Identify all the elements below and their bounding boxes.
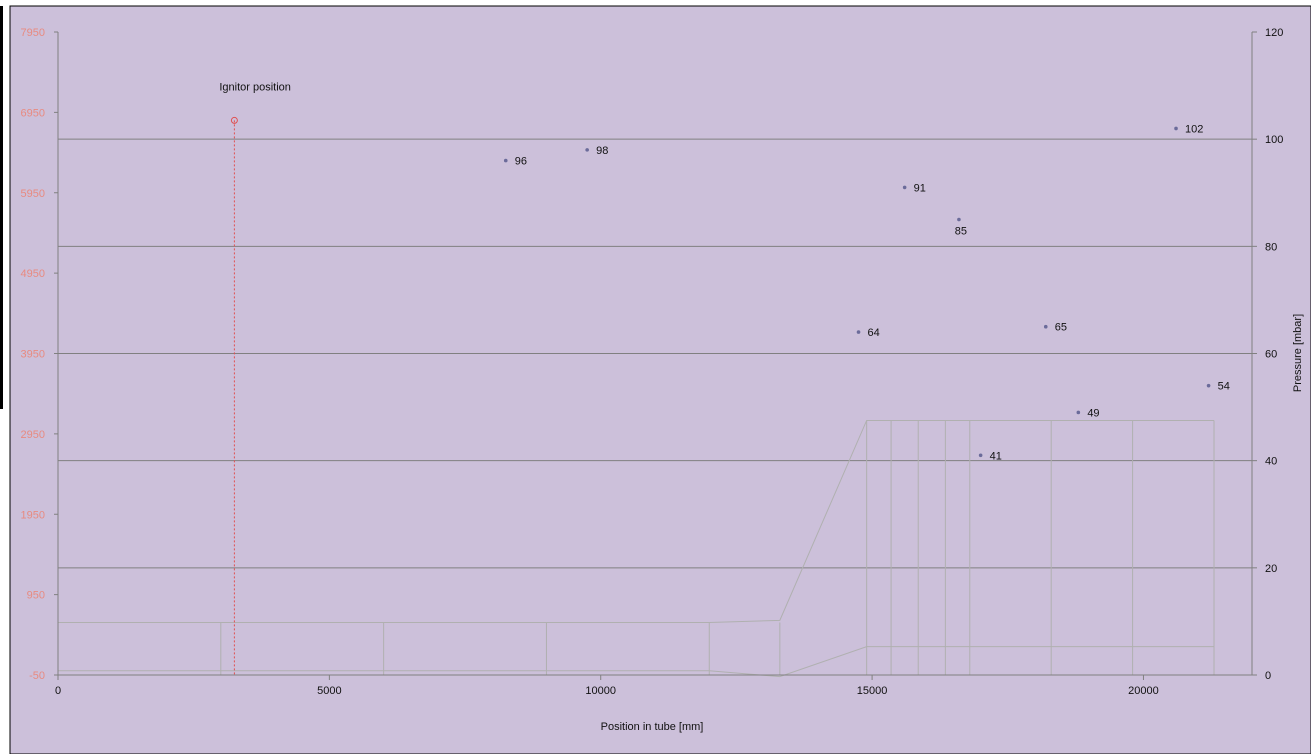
y-left-tick-label: 1950 [21, 509, 45, 521]
grid-lines [58, 138, 1252, 569]
left-edge-bar [0, 6, 3, 409]
data-label: 65 [1055, 322, 1067, 334]
data-label: 102 [1185, 123, 1203, 135]
x-tick-label: 20000 [1128, 685, 1159, 697]
tube-bottom-outline [58, 646, 1215, 678]
x-tick-label: 5000 [317, 685, 341, 697]
y-right-tick-label: 100 [1265, 134, 1283, 146]
data-label: 41 [990, 450, 1002, 462]
y-left-tick-label: 950 [27, 590, 45, 602]
ignitor-label: Ignitor position [219, 81, 291, 93]
y-right-tick-label: 40 [1265, 456, 1277, 468]
y-right-tick-label: 60 [1265, 349, 1277, 361]
y-left-tick-label: 3950 [21, 349, 45, 361]
data-point [957, 217, 961, 222]
x-axis-label: Position in tube [mm] [601, 721, 704, 733]
ignitor-marker: Ignitor position [219, 81, 291, 675]
y-left-tick-label: 5950 [21, 188, 45, 200]
y-right-tick-label: 0 [1265, 670, 1271, 682]
tube-top-outline [58, 419, 1215, 623]
y-axis-label-right: Pressure [mbar] [1292, 314, 1304, 392]
y-left-tick-label: 4950 [21, 268, 45, 280]
data-points: 96 98 64 91 85 41 65 49 102 54 [503, 123, 1230, 462]
data-point [585, 148, 589, 152]
tick-labels: 0 5000 10000 15000 20000 0 20 40 60 80 100 120 -50 95… [21, 27, 1284, 697]
data-label: 85 [955, 226, 967, 238]
y-right-tick-label: 20 [1265, 563, 1277, 575]
data-point [902, 185, 907, 190]
y-left-tick-label: 7950 [21, 27, 45, 39]
data-point [1043, 324, 1048, 329]
data-point [503, 158, 508, 163]
tube-outline [58, 419, 1215, 678]
y-right-tick-label: 120 [1265, 27, 1283, 39]
data-label: 98 [596, 145, 608, 157]
data-label: 49 [1087, 407, 1099, 419]
data-point [856, 330, 861, 334]
x-tick-label: 0 [55, 685, 61, 697]
data-label: 64 [868, 327, 880, 339]
data-point [1076, 410, 1081, 415]
y-left-tick-label: 6950 [21, 107, 45, 119]
data-label: 54 [1218, 381, 1230, 393]
y-left-tick-label: -50 [29, 670, 45, 682]
data-point [1174, 126, 1178, 131]
y-left-tick-label: 2950 [21, 429, 45, 441]
ignitor-marker-point [230, 116, 238, 124]
y-right-tick-label: 80 [1265, 241, 1277, 253]
data-point [978, 453, 983, 458]
data-label: 96 [515, 156, 527, 168]
x-tick-label: 10000 [585, 685, 616, 697]
data-label: 91 [914, 182, 926, 194]
x-tick-label: 15000 [857, 685, 888, 697]
data-point [1206, 383, 1211, 388]
